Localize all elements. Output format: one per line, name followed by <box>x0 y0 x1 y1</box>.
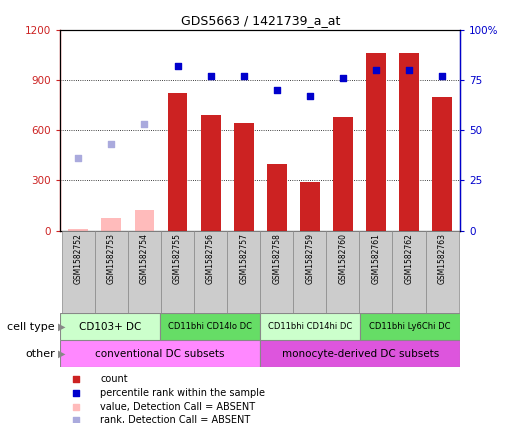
Bar <box>101 218 121 231</box>
Point <box>72 403 81 410</box>
Bar <box>260 231 293 313</box>
Text: rank, Detection Call = ABSENT: rank, Detection Call = ABSENT <box>100 415 251 423</box>
Bar <box>134 211 154 231</box>
Bar <box>161 231 194 313</box>
Bar <box>399 53 419 231</box>
Text: ▶: ▶ <box>58 321 65 332</box>
Text: GSM1582759: GSM1582759 <box>305 233 314 284</box>
Point <box>272 87 281 93</box>
Point <box>72 376 81 382</box>
Text: GSM1582761: GSM1582761 <box>371 233 380 284</box>
Bar <box>95 231 128 313</box>
Bar <box>128 231 161 313</box>
Text: monocyte-derived DC subsets: monocyte-derived DC subsets <box>281 349 439 359</box>
Bar <box>360 313 460 340</box>
Bar <box>160 313 260 340</box>
Text: GSM1582753: GSM1582753 <box>107 233 116 284</box>
Bar <box>260 340 460 367</box>
Point <box>240 72 248 79</box>
Text: GSM1582762: GSM1582762 <box>404 233 414 284</box>
Bar <box>267 164 287 231</box>
Bar <box>300 182 320 231</box>
Point <box>405 66 413 73</box>
Text: count: count <box>100 374 128 384</box>
Bar <box>201 115 221 231</box>
Text: GSM1582756: GSM1582756 <box>206 233 215 284</box>
Bar <box>426 231 459 313</box>
Text: cell type: cell type <box>7 321 55 332</box>
Text: GSM1582763: GSM1582763 <box>438 233 447 284</box>
Bar <box>260 313 360 340</box>
Text: GSM1582757: GSM1582757 <box>239 233 248 284</box>
Text: ▶: ▶ <box>58 349 65 359</box>
Bar <box>359 231 392 313</box>
Point <box>305 93 314 99</box>
Point <box>372 66 380 73</box>
Point <box>339 74 347 81</box>
Text: percentile rank within the sample: percentile rank within the sample <box>100 388 265 398</box>
Text: CD11bhi CD14hi DC: CD11bhi CD14hi DC <box>268 322 353 331</box>
Bar <box>432 96 452 231</box>
Point <box>140 121 149 127</box>
Text: value, Detection Call = ABSENT: value, Detection Call = ABSENT <box>100 402 255 412</box>
Point <box>438 72 446 79</box>
Bar <box>234 124 254 231</box>
Text: conventional DC subsets: conventional DC subsets <box>95 349 225 359</box>
Bar <box>293 231 326 313</box>
Point <box>107 141 116 148</box>
Text: GSM1582758: GSM1582758 <box>272 233 281 284</box>
Point <box>72 390 81 396</box>
Text: GSM1582755: GSM1582755 <box>173 233 182 284</box>
Text: CD11bhi Ly6Chi DC: CD11bhi Ly6Chi DC <box>369 322 451 331</box>
Bar <box>366 53 386 231</box>
Point <box>173 63 181 69</box>
Bar <box>60 313 160 340</box>
Text: CD103+ DC: CD103+ DC <box>79 321 141 332</box>
Bar <box>333 117 353 231</box>
Text: GSM1582752: GSM1582752 <box>74 233 83 284</box>
Bar <box>60 340 260 367</box>
Bar <box>69 229 88 231</box>
Text: other: other <box>25 349 55 359</box>
Text: GSM1582760: GSM1582760 <box>338 233 347 284</box>
Point <box>72 417 81 423</box>
Bar <box>392 231 426 313</box>
Bar <box>227 231 260 313</box>
Point <box>74 155 83 162</box>
Text: CD11bhi CD14lo DC: CD11bhi CD14lo DC <box>168 322 252 331</box>
Bar <box>326 231 359 313</box>
Title: GDS5663 / 1421739_a_at: GDS5663 / 1421739_a_at <box>180 14 340 27</box>
Point <box>207 72 215 79</box>
Bar <box>194 231 227 313</box>
Text: GSM1582754: GSM1582754 <box>140 233 149 284</box>
Bar <box>167 93 187 231</box>
Bar <box>62 231 95 313</box>
